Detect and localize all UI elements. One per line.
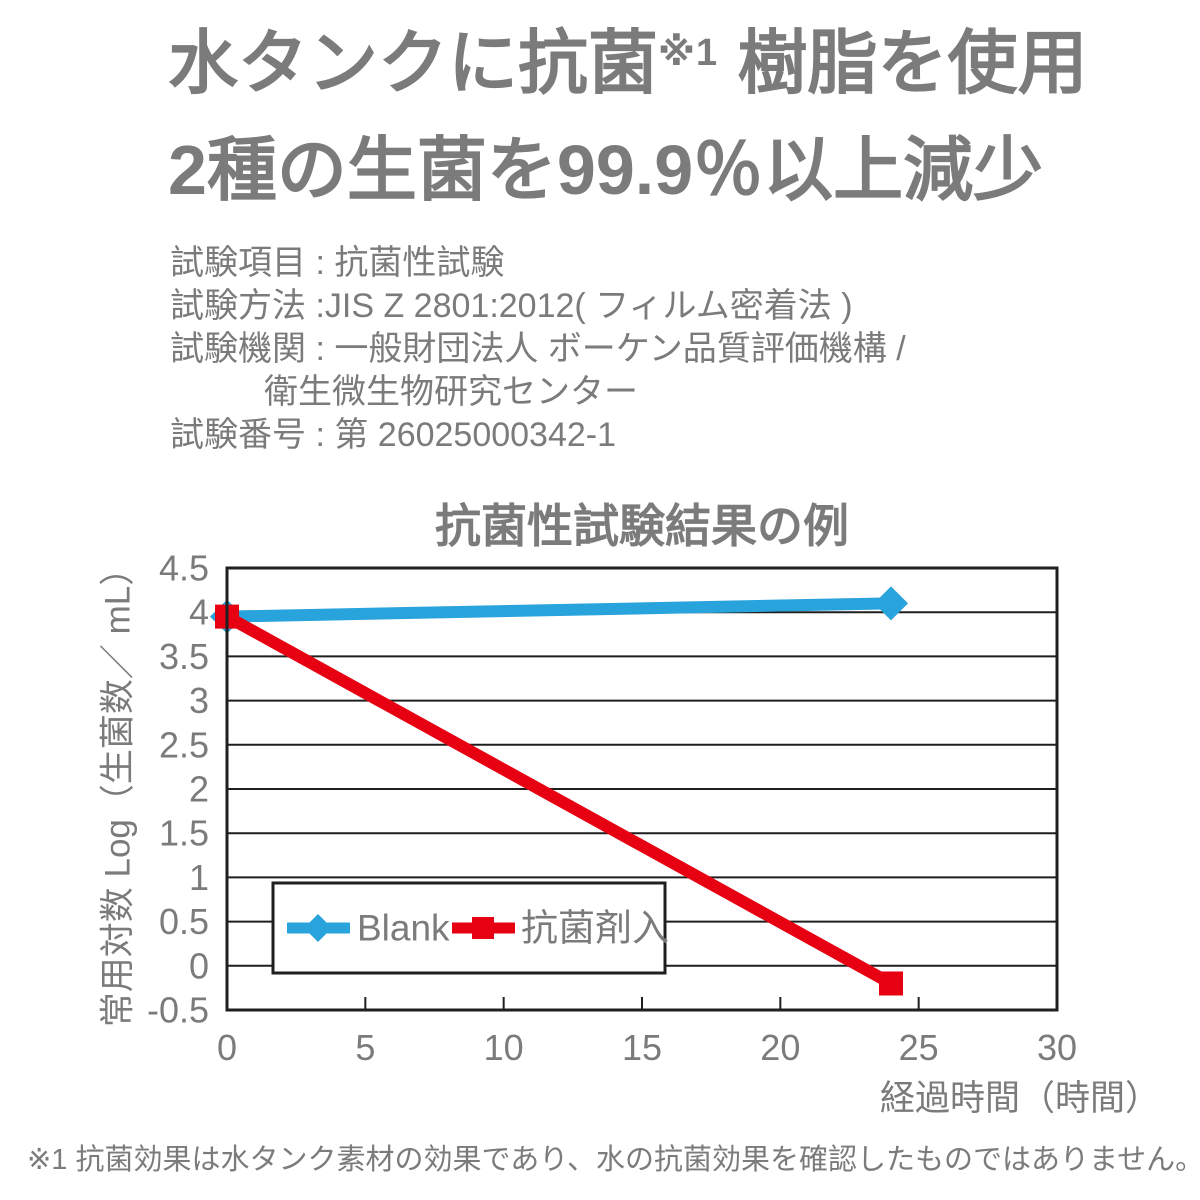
y-tick-label: 3 xyxy=(189,680,209,721)
y-tick-label: 0.5 xyxy=(159,901,209,942)
y-tick-label: 4.5 xyxy=(159,548,209,589)
x-tick-label: 30 xyxy=(1037,1027,1077,1068)
x-axis-title: 経過時間（時間） xyxy=(880,1079,1160,1118)
test-number-line: 試験番号 : 第 26025000342-1 xyxy=(170,416,617,454)
plot-border xyxy=(225,566,1059,1012)
legend-item-0-diamond-icon xyxy=(304,914,332,942)
y-tick-label: -0.5 xyxy=(147,990,209,1031)
y-tick-label: 0 xyxy=(189,945,209,986)
y-axis-title: 常用対数 Log（生菌数／ mL） xyxy=(99,551,138,1027)
y-tick-label: 4 xyxy=(189,592,209,633)
test-method-line: 試験方法 :JIS Z 2801:2012( フィルム密着法 ) xyxy=(170,287,853,325)
series-0-marker-diamond-icon xyxy=(874,586,908,621)
chart-title: 抗菌性試験結果の例 xyxy=(435,500,849,552)
test-organization-line2: 衛生微生物研究センター xyxy=(264,373,638,411)
series-1-marker-square-icon xyxy=(879,971,903,996)
y-tick-label: 1 xyxy=(189,857,209,898)
y-tick-label: 1.5 xyxy=(159,813,209,854)
series-line-1 xyxy=(224,611,894,989)
legend-item-0-label: Blank xyxy=(357,908,450,949)
test-organization-line: 試験機関 : 一般財団法人 ボーケン品質評価機構 / xyxy=(170,330,906,368)
x-tick-label: 20 xyxy=(760,1027,800,1068)
y-tick-label: 3.5 xyxy=(159,636,209,677)
y-tick-label: 2.5 xyxy=(159,724,209,765)
title-line1-main: 水タンクに抗菌 xyxy=(168,24,658,102)
x-tick-label: 15 xyxy=(622,1027,662,1068)
x-tick-label: 0 xyxy=(217,1027,237,1068)
legend-item-1-square-icon xyxy=(472,917,494,939)
test-details-block: 試験項目 : 抗菌性試験 試験方法 :JIS Z 2801:2012( フィルム… xyxy=(170,242,906,457)
title-line1-rest: 樹脂を使用 xyxy=(718,24,1088,102)
footnote-reference-mark: ※1 xyxy=(658,32,719,74)
page-title-line1: 水タンクに抗菌※1 樹脂を使用 xyxy=(168,16,1088,123)
series-line-0 xyxy=(226,597,892,623)
y-tick-label: 2 xyxy=(189,769,209,810)
x-tick-label: 5 xyxy=(355,1027,375,1068)
test-item-line: 試験項目 : 抗菌性試験 xyxy=(170,244,505,282)
page-title-line2: 2種の生菌を99.9％以上減少 xyxy=(168,131,1044,209)
antibacterial-test-chart: 4.543.532.521.510.50-0.50 5 10 15 20 25 30常用対数… xyxy=(99,548,1161,1119)
footnote: ※1 抗菌効果は水タンク素材の効果であり、水の抗菌効果を確認したものではありませ… xyxy=(27,1144,1200,1176)
x-tick-label: 10 xyxy=(484,1027,524,1068)
page-title: 水タンクに抗菌※1 樹脂を使用 2種の生菌を99.9％以上減少 xyxy=(168,16,1088,218)
x-tick-label: 25 xyxy=(899,1027,939,1068)
legend-item-1-label: 抗菌剤入 xyxy=(521,908,669,949)
